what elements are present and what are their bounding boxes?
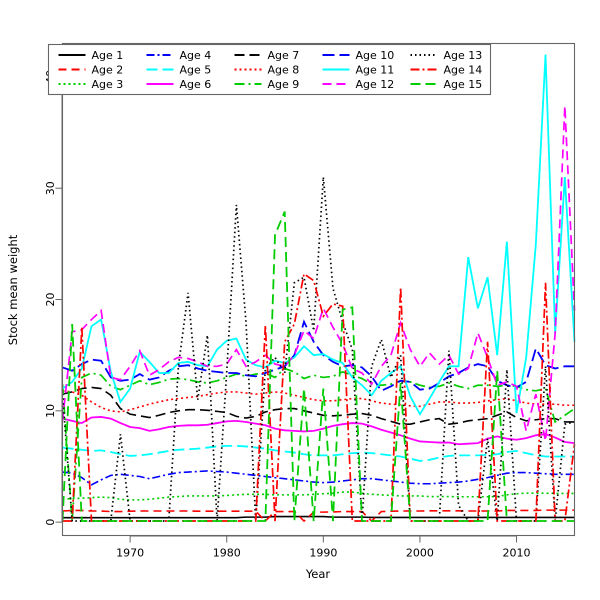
series-line-age-4 (62, 470, 575, 486)
legend-item-age-7[interactable]: Age 7 (234, 49, 300, 62)
legend-item-age-5[interactable]: Age 5 (146, 64, 212, 77)
series-line-age-15 (61, 211, 575, 522)
legend-label: Age 15 (444, 78, 483, 91)
legend-label: Age 1 (92, 49, 124, 62)
x-tick-label: 1980 (213, 547, 241, 560)
x-axis-title: Year (305, 567, 331, 581)
legend-label: Age 10 (356, 49, 395, 62)
series-line-age-3 (62, 491, 575, 501)
legend-label: Age 11 (356, 64, 395, 77)
y-tick-label: 10 (44, 404, 57, 418)
legend-item-age-1[interactable]: Age 1 (58, 49, 124, 62)
x-axis: 1970 1980 1990 2000 2010 (116, 535, 531, 560)
series-line-age-2 (62, 509, 575, 523)
legend-label: Age 9 (268, 78, 300, 91)
x-tick-label: 1990 (309, 547, 337, 560)
y-tick-label: 30 (44, 181, 57, 195)
legend-item-age-4[interactable]: Age 4 (146, 49, 212, 62)
legend-item-age-6[interactable]: Age 6 (146, 78, 212, 91)
legend-label: Age 12 (356, 78, 395, 91)
series-line-age-11 (61, 54, 576, 416)
legend-item-age-11[interactable]: Age 11 (322, 64, 395, 77)
legend-item-age-2[interactable]: Age 2 (58, 64, 124, 77)
legend-item-age-3[interactable]: Age 3 (58, 78, 124, 91)
legend-item-age-12[interactable]: Age 12 (322, 78, 395, 91)
series-layer (61, 54, 576, 523)
legend-label: Age 13 (444, 49, 483, 62)
series-line-age-8 (62, 389, 575, 413)
legend-label: Age 4 (180, 49, 212, 62)
legend-item-age-8[interactable]: Age 8 (234, 64, 300, 77)
legend-item-age-9[interactable]: Age 9 (234, 78, 300, 91)
legend-label: Age 8 (268, 64, 300, 77)
y-axis-title: Stock mean weight (6, 234, 20, 345)
series-line-age-7 (62, 386, 575, 426)
legend-label: Age 2 (92, 64, 124, 77)
legend-label: Age 3 (92, 78, 124, 91)
legend-label: Age 7 (268, 49, 300, 62)
y-tick-label: 0 (44, 519, 57, 526)
x-tick-label: 2000 (406, 547, 434, 560)
legend-label: Age 6 (180, 78, 212, 91)
legend-label: Age 5 (180, 64, 212, 77)
series-line-age-1 (62, 515, 575, 519)
legend-label: Age 14 (444, 64, 483, 77)
legend-item-age-15[interactable]: Age 15 (410, 78, 483, 91)
legend-item-age-13[interactable]: Age 13 (410, 49, 483, 62)
legend-item-age-10[interactable]: Age 10 (322, 49, 395, 62)
series-line-age-6 (62, 416, 575, 446)
y-tick-label: 20 (44, 293, 57, 307)
legend-item-age-14[interactable]: Age 14 (410, 64, 483, 77)
x-tick-label: 2010 (503, 547, 531, 560)
x-tick-label: 1970 (116, 547, 144, 560)
